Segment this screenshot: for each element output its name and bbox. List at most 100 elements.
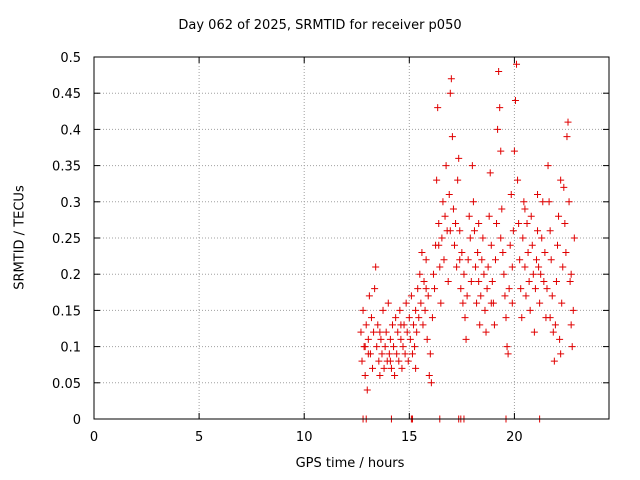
data-point bbox=[479, 234, 487, 242]
data-point bbox=[567, 321, 575, 329]
data-point bbox=[491, 256, 499, 264]
data-point bbox=[497, 234, 505, 242]
data-point bbox=[540, 277, 548, 285]
data-point bbox=[510, 147, 518, 155]
data-point bbox=[496, 104, 504, 112]
data-point bbox=[497, 147, 505, 155]
data-point bbox=[386, 357, 394, 365]
data-point bbox=[395, 357, 403, 365]
data-point bbox=[487, 241, 495, 249]
data-point bbox=[508, 263, 516, 271]
data-point bbox=[530, 328, 538, 336]
data-point bbox=[523, 220, 531, 228]
data-point bbox=[563, 133, 571, 141]
data-point bbox=[566, 277, 574, 285]
data-point bbox=[436, 263, 444, 271]
data-point bbox=[490, 321, 498, 329]
y-tick-label: 0.15 bbox=[52, 304, 81, 319]
data-point bbox=[484, 263, 492, 271]
data-point bbox=[562, 248, 570, 256]
chart-title: Day 062 of 2025, SRMTID for receiver p05… bbox=[178, 18, 462, 33]
data-point bbox=[522, 292, 530, 300]
data-point bbox=[511, 96, 519, 104]
data-point bbox=[514, 176, 522, 184]
data-point bbox=[394, 328, 402, 336]
data-point bbox=[361, 372, 369, 380]
data-point bbox=[559, 263, 567, 271]
data-point bbox=[535, 263, 543, 271]
data-point bbox=[569, 306, 577, 314]
data-point bbox=[555, 212, 563, 220]
data-point bbox=[488, 277, 496, 285]
data-point bbox=[537, 270, 545, 278]
data-point bbox=[455, 154, 463, 162]
data-point bbox=[439, 198, 447, 206]
data-point bbox=[456, 256, 464, 264]
data-point bbox=[408, 350, 416, 358]
data-point bbox=[357, 328, 365, 336]
data-point bbox=[519, 234, 527, 242]
data-point bbox=[515, 220, 523, 228]
data-point bbox=[560, 183, 568, 191]
data-point bbox=[461, 314, 469, 322]
data-point bbox=[403, 328, 411, 336]
data-point bbox=[546, 314, 554, 322]
data-point bbox=[372, 263, 380, 271]
data-point bbox=[570, 234, 578, 242]
data-point bbox=[416, 270, 424, 278]
data-point bbox=[378, 350, 386, 358]
data-point bbox=[538, 234, 546, 242]
data-point bbox=[486, 169, 494, 177]
data-point bbox=[393, 350, 401, 358]
data-point bbox=[448, 133, 456, 141]
data-point bbox=[417, 299, 425, 307]
data-point bbox=[473, 299, 481, 307]
data-point bbox=[482, 328, 490, 336]
x-axis-label: GPS time / hours bbox=[295, 456, 405, 471]
data-point bbox=[388, 321, 396, 329]
data-point bbox=[429, 270, 437, 278]
data-point bbox=[556, 335, 564, 343]
data-point bbox=[359, 306, 367, 314]
data-point bbox=[526, 306, 534, 314]
data-point bbox=[419, 321, 427, 329]
data-point bbox=[401, 350, 409, 358]
data-point bbox=[503, 343, 511, 351]
data-point bbox=[414, 285, 422, 293]
data-point bbox=[532, 256, 540, 264]
data-point bbox=[547, 256, 555, 264]
data-point bbox=[411, 343, 419, 351]
data-point bbox=[549, 328, 557, 336]
y-tick-label: 0.4 bbox=[60, 123, 81, 138]
data-point bbox=[509, 227, 517, 235]
data-point bbox=[544, 162, 552, 170]
data-point bbox=[543, 285, 551, 293]
data-point bbox=[358, 357, 366, 365]
data-point bbox=[478, 256, 486, 264]
data-point bbox=[472, 263, 480, 271]
data-point bbox=[462, 335, 470, 343]
y-tick-label: 0.5 bbox=[60, 51, 81, 66]
data-point bbox=[449, 205, 457, 213]
data-point bbox=[380, 364, 388, 372]
data-point bbox=[458, 248, 466, 256]
data-point bbox=[475, 277, 483, 285]
data-point bbox=[534, 227, 542, 235]
data-point bbox=[495, 67, 503, 75]
data-point bbox=[536, 299, 544, 307]
data-point bbox=[397, 321, 405, 329]
data-point bbox=[451, 241, 458, 249]
data-point bbox=[546, 227, 554, 235]
data-point bbox=[376, 328, 384, 336]
x-tick-label: 20 bbox=[506, 430, 523, 445]
data-point bbox=[424, 292, 432, 300]
data-point bbox=[525, 277, 533, 285]
data-point bbox=[404, 357, 412, 365]
data-point bbox=[475, 220, 483, 228]
data-point bbox=[506, 241, 514, 249]
data-point bbox=[412, 306, 420, 314]
data-point bbox=[386, 335, 394, 343]
data-point bbox=[392, 314, 400, 322]
data-points bbox=[357, 60, 578, 423]
